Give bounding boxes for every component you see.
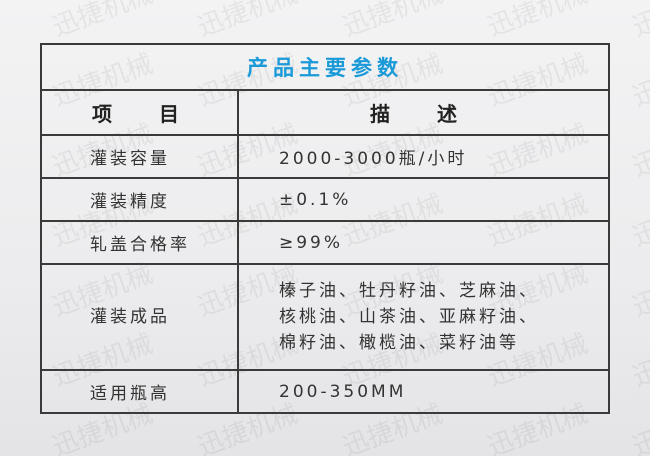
watermark-text: 迅捷机械 <box>628 0 650 43</box>
table-row: 适用瓶高 200-350MM <box>40 369 610 414</box>
header-desc: 描 述 <box>237 89 610 136</box>
row-value: 2000-3000瓶/小时 <box>237 134 610 179</box>
row-label: 灌装精度 <box>40 177 239 222</box>
value-line: 核桃油、山茶油、亚麻籽油、 <box>279 307 539 327</box>
row-value: ≥99% <box>237 220 610 265</box>
row-value: 榛子油、牡丹籽油、芝麻油、 核桃油、山茶油、亚麻籽油、 棉籽油、橄榄油、菜籽油等 <box>237 263 610 371</box>
watermark-text: 迅捷机械 <box>628 188 650 253</box>
table-row: 灌装精度 ±0.1% <box>40 177 610 222</box>
value-line: 榛子油、牡丹籽油、芝麻油、 <box>279 281 539 301</box>
table-row: 灌装容量 2000-3000瓶/小时 <box>40 134 610 179</box>
watermark-text: 迅捷机械 <box>338 0 447 43</box>
table-row: 轧盖合格率 ≥99% <box>40 220 610 265</box>
header-item: 项 目 <box>40 89 239 136</box>
watermark-text: 迅捷机械 <box>628 328 650 393</box>
table-row: 灌装成品 榛子油、牡丹籽油、芝麻油、 核桃油、山茶油、亚麻籽油、 棉籽油、橄榄油、菜籽… <box>40 263 610 371</box>
watermark-text: 迅捷机械 <box>48 0 157 43</box>
watermark-text: 迅捷机械 <box>628 398 650 456</box>
value-line: 棉籽油、橄榄油、菜籽油等 <box>279 333 519 353</box>
row-value: ±0.1% <box>237 177 610 222</box>
row-label: 灌装成品 <box>40 263 239 371</box>
watermark-text: 迅捷机械 <box>193 0 302 43</box>
watermark-text: 迅捷机械 <box>628 48 650 113</box>
row-value: 200-350MM <box>237 369 610 414</box>
watermark-text: 迅捷机械 <box>628 258 650 323</box>
row-label: 轧盖合格率 <box>40 220 239 265</box>
parameter-table: 产品主要参数 项 目描 述 灌装容量 2000-3000瓶/小时 灌装精度 ±0.1… <box>40 43 610 414</box>
table-title: 产品主要参数 <box>40 43 610 91</box>
row-label: 适用瓶高 <box>40 369 239 414</box>
row-label: 灌装容量 <box>40 134 239 179</box>
watermark-text: 迅捷机械 <box>483 0 592 43</box>
watermark-text: 迅捷机械 <box>628 118 650 183</box>
